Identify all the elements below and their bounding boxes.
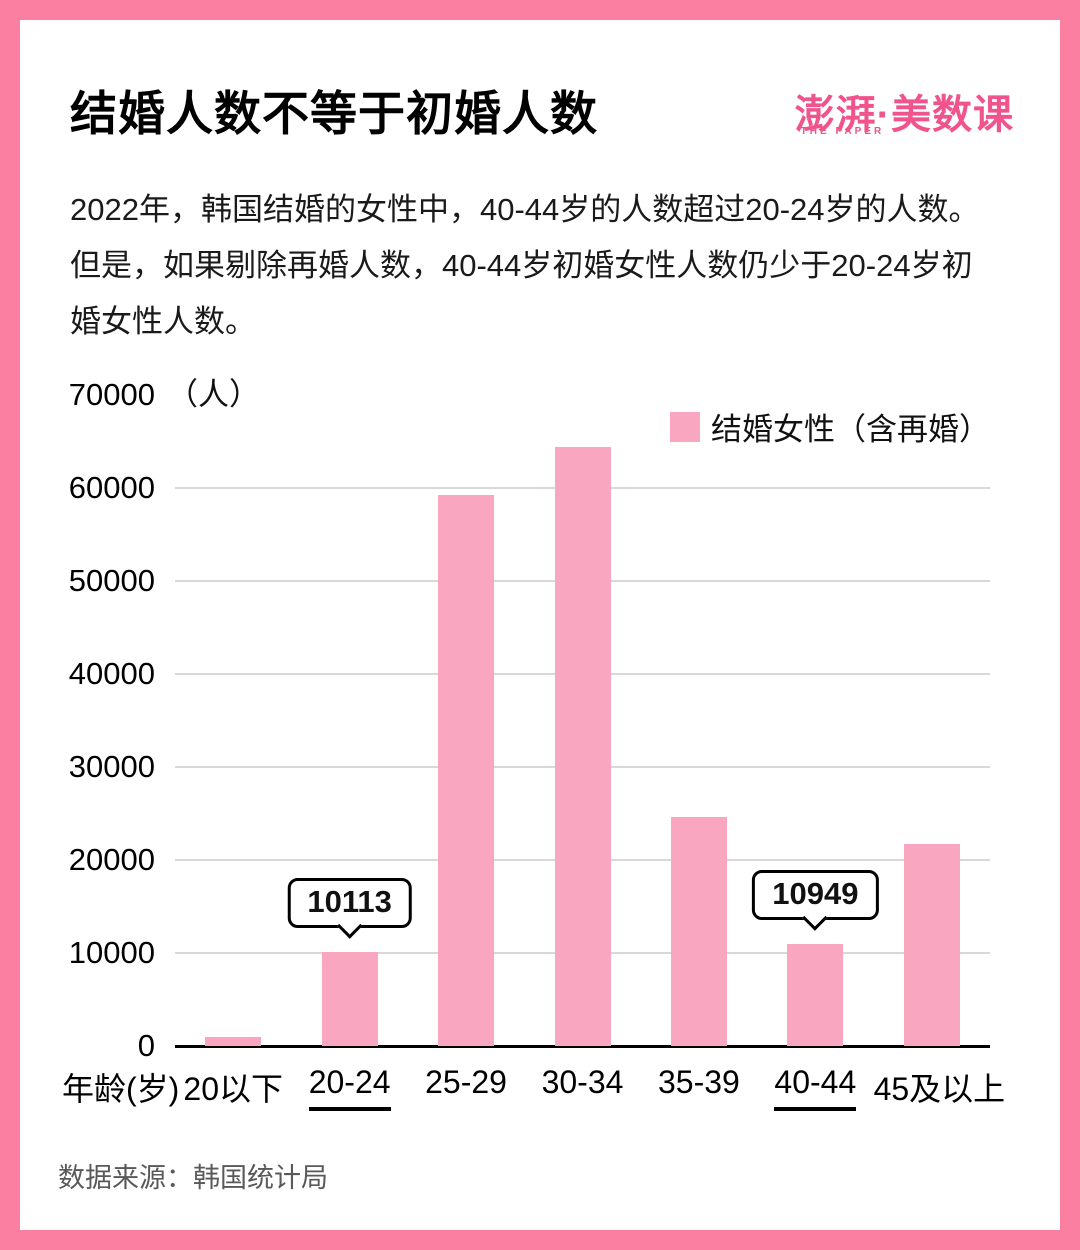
- x-tick-label: 40-44: [757, 1064, 873, 1111]
- value-callout: 10949: [752, 870, 879, 921]
- x-tick-text: 40-44: [774, 1064, 857, 1111]
- x-tick-text: 30-34: [541, 1064, 624, 1100]
- y-tick-label: 50000: [68, 563, 155, 598]
- legend-color-swatch: [670, 411, 700, 442]
- x-tick-text: 35-39: [657, 1064, 740, 1100]
- x-tick-text: 45及以上: [873, 1071, 1006, 1107]
- x-tick-label: 45及以上: [874, 1064, 1006, 1110]
- bar: [903, 844, 960, 1046]
- x-axis-line: [175, 1045, 990, 1048]
- x-axis-title: 年龄(岁): [62, 1071, 180, 1107]
- y-tick-label: 60000: [68, 470, 155, 505]
- x-tick-text: 20以下: [183, 1071, 284, 1107]
- brand-logo-subtext: THE PAPER: [800, 126, 885, 137]
- x-tick-label: 35-39: [641, 1064, 757, 1101]
- data-source: 数据来源：韩国统计局: [58, 1163, 328, 1193]
- legend-label: 结婚女性（含再婚）: [711, 412, 990, 447]
- y-tick-label: 70000: [68, 377, 155, 412]
- y-tick-label: 40000: [68, 656, 155, 691]
- x-tick-label: 20以下: [175, 1064, 291, 1110]
- bar: [321, 951, 378, 1046]
- intro-text: 2022年，韩国结婚的女性中，40-44岁的人数超过20-24岁的人数。但是，如…: [70, 192, 980, 339]
- bar: [205, 1036, 262, 1046]
- infographic-page: 结婚人数不等于初婚人数 澎湃·美数课 THE PAPER 2022年，韩国结婚的…: [20, 20, 1060, 1230]
- y-tick-label: 0: [137, 1028, 155, 1063]
- bar: [554, 447, 611, 1046]
- x-tick-text: 20-24: [308, 1064, 391, 1111]
- brand-logo-text: 澎湃·美数课: [794, 93, 1014, 137]
- value-callout: 10113: [287, 877, 412, 928]
- y-tick-label: 10000: [68, 935, 155, 970]
- bar: [670, 817, 727, 1046]
- x-tick-text: 25-29: [425, 1064, 507, 1100]
- y-tick-label: 30000: [68, 749, 155, 784]
- x-tick-label: 25-29: [408, 1064, 524, 1101]
- bar-chart-plot: 0 10000 20000 30000 40000 50000 60000 70000 （人） 2…: [69, 377, 1005, 1111]
- y-tick-label: 20000: [68, 842, 155, 877]
- x-tick-label: 20-24: [291, 1064, 407, 1111]
- brand-logo: 澎湃·美数课 THE PAPER: [795, 82, 1014, 140]
- bar: [787, 944, 844, 1046]
- bar: [438, 495, 495, 1046]
- chart-legend: 结婚女性（含再婚）: [670, 404, 990, 449]
- x-tick-label: 30-34: [524, 1064, 640, 1101]
- page-title: 结婚人数不等于初婚人数: [70, 87, 598, 140]
- y-axis-unit: （人）: [167, 377, 260, 412]
